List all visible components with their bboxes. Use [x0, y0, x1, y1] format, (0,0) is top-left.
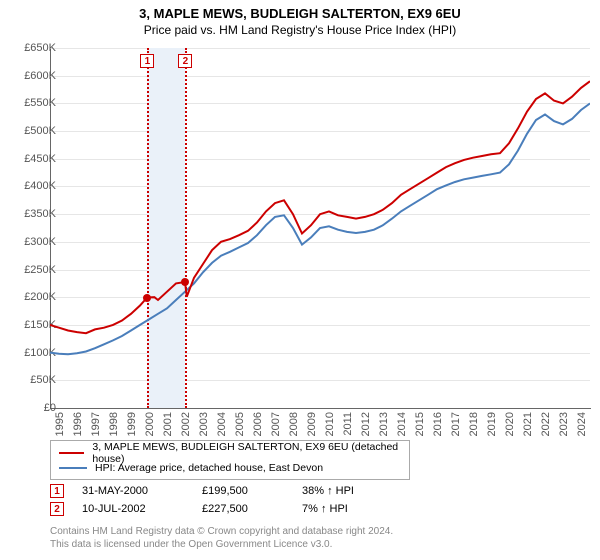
- x-tick-label: 2000: [144, 412, 156, 436]
- x-tick-label: 2013: [378, 412, 390, 436]
- x-tick-label: 1999: [126, 412, 138, 436]
- chart-subtitle: Price paid vs. HM Land Registry's House …: [0, 21, 600, 37]
- x-tick-label: 2007: [270, 412, 282, 436]
- x-tick-label: 2019: [486, 412, 498, 436]
- x-tick-label: 2009: [306, 412, 318, 436]
- x-tick-label: 2005: [234, 412, 246, 436]
- x-tick-label: 1995: [54, 412, 66, 436]
- line-series: [50, 48, 590, 408]
- transaction-price-2: £227,500: [202, 503, 302, 515]
- x-tick-label: 2011: [342, 412, 354, 436]
- price-paid-line: [50, 81, 590, 333]
- transaction-delta-2: 7% ↑ HPI: [302, 503, 422, 515]
- x-tick-label: 2003: [198, 412, 210, 436]
- x-tick-label: 2008: [288, 412, 300, 436]
- x-tick-label: 2010: [324, 412, 336, 436]
- footnote-line-2: This data is licensed under the Open Gov…: [50, 538, 393, 551]
- transaction-table: 1 31-MAY-2000 £199,500 38% ↑ HPI 2 10-JU…: [50, 482, 530, 518]
- chart-container: 3, MAPLE MEWS, BUDLEIGH SALTERTON, EX9 6…: [0, 0, 600, 560]
- hpi-line: [50, 103, 590, 354]
- x-tick-label: 2014: [396, 412, 408, 436]
- x-tick-label: 1996: [72, 412, 84, 436]
- footnote: Contains HM Land Registry data © Crown c…: [50, 525, 393, 551]
- footnote-line-1: Contains HM Land Registry data © Crown c…: [50, 525, 393, 538]
- transaction-price-1: £199,500: [202, 485, 302, 497]
- x-tick-label: 2004: [216, 412, 228, 436]
- transaction-delta-1: 38% ↑ HPI: [302, 485, 422, 497]
- x-tick-label: 1997: [90, 412, 102, 436]
- chart-title: 3, MAPLE MEWS, BUDLEIGH SALTERTON, EX9 6…: [0, 0, 600, 21]
- x-tick-label: 2020: [504, 412, 516, 436]
- x-tick-label: 2002: [180, 412, 192, 436]
- transaction-row-1: 1 31-MAY-2000 £199,500 38% ↑ HPI: [50, 482, 530, 500]
- transaction-marker-2: 2: [50, 502, 64, 516]
- x-tick-label: 2012: [360, 412, 372, 436]
- x-tick-label: 2023: [558, 412, 570, 436]
- transaction-date-2: 10-JUL-2002: [82, 503, 202, 515]
- transaction-marker-1: 1: [50, 484, 64, 498]
- transaction-date-1: 31-MAY-2000: [82, 485, 202, 497]
- x-tick-label: 1998: [108, 412, 120, 436]
- legend-box: 3, MAPLE MEWS, BUDLEIGH SALTERTON, EX9 6…: [50, 440, 410, 480]
- x-tick-label: 2024: [576, 412, 588, 436]
- x-tick-label: 2016: [432, 412, 444, 436]
- transaction-row-2: 2 10-JUL-2002 £227,500 7% ↑ HPI: [50, 500, 530, 518]
- legend-swatch-price: [59, 452, 84, 454]
- x-tick-label: 2006: [252, 412, 264, 436]
- x-tick-label: 2022: [540, 412, 552, 436]
- legend-label-hpi: HPI: Average price, detached house, East…: [95, 462, 323, 474]
- legend-row-price: 3, MAPLE MEWS, BUDLEIGH SALTERTON, EX9 6…: [59, 445, 401, 460]
- x-tick-label: 2017: [450, 412, 462, 436]
- x-tick-label: 2001: [162, 412, 174, 436]
- legend-swatch-hpi: [59, 467, 87, 469]
- x-tick-label: 2018: [468, 412, 480, 436]
- x-tick-label: 2021: [522, 412, 534, 436]
- x-tick-label: 2015: [414, 412, 426, 436]
